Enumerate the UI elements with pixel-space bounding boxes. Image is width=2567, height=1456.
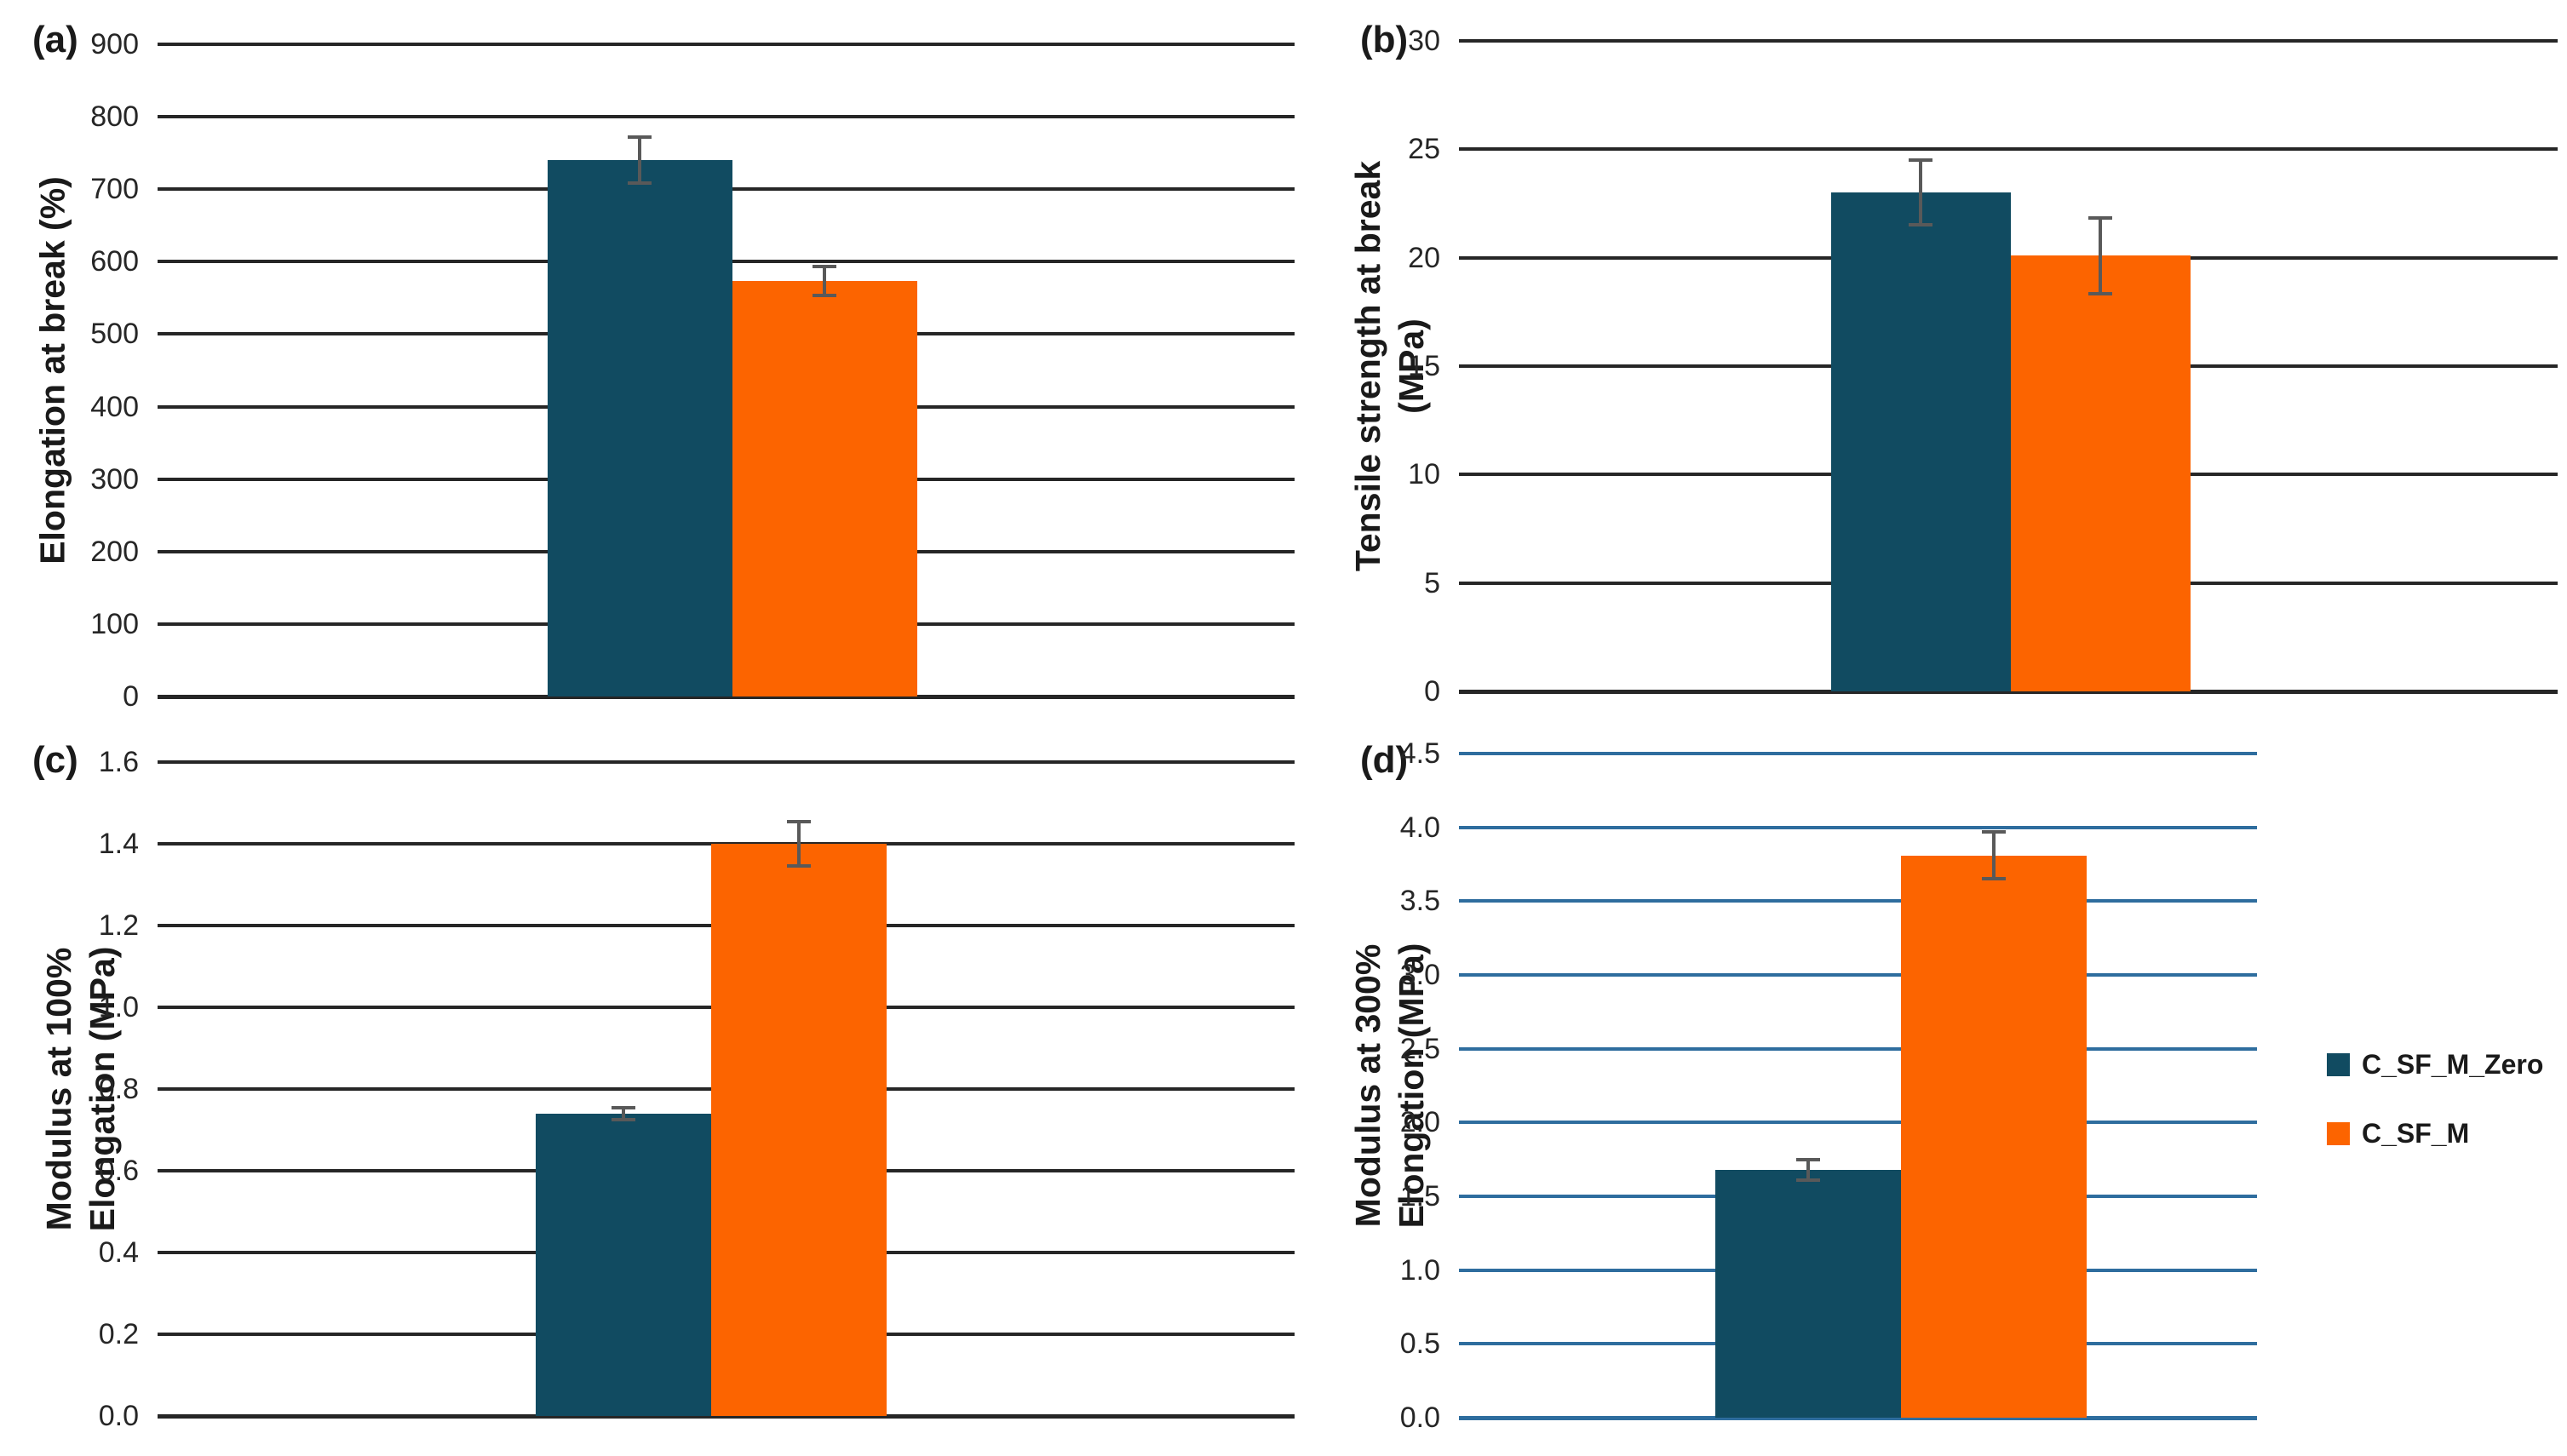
error-bar-cap bbox=[2088, 215, 2113, 220]
gridline bbox=[1459, 1046, 2257, 1051]
y-tick-label: 400 bbox=[90, 390, 139, 423]
panel-a-letter: (a) bbox=[32, 19, 78, 60]
legend-marker-c-sf-m-zero bbox=[2327, 1053, 2350, 1076]
gridline bbox=[1459, 39, 2558, 43]
y-tick-label: 500 bbox=[90, 318, 139, 351]
y-tick-label: 3.0 bbox=[1399, 959, 1440, 991]
y-tick-label: 1.0 bbox=[1399, 1253, 1440, 1287]
y-tick-label: 0.4 bbox=[98, 1236, 139, 1269]
y-tick-label: 200 bbox=[90, 535, 139, 568]
y-tick-label: 0.8 bbox=[98, 1073, 139, 1105]
y-tick-label: 800 bbox=[90, 100, 139, 134]
y-tick-label: 0.0 bbox=[1399, 1402, 1440, 1434]
y-tick-label: 25 bbox=[1408, 133, 1440, 166]
gridline bbox=[1459, 825, 2257, 829]
legend-label: C_SF_M bbox=[2362, 1118, 2470, 1149]
error-bar-cap bbox=[612, 1105, 636, 1109]
y-tick-label: 600 bbox=[90, 245, 139, 278]
y-tick-label: 0.6 bbox=[98, 1155, 139, 1187]
panel-a-y-axis-title: Elongation at break (%) bbox=[32, 176, 72, 565]
y-tick-label: 30 bbox=[1408, 25, 1440, 57]
error-bar-cap bbox=[1982, 829, 2007, 834]
y-tick-label: 100 bbox=[90, 607, 139, 640]
y-tick-label: 700 bbox=[90, 173, 139, 206]
error-bar-line bbox=[622, 1107, 626, 1120]
bar-c-sf-m-zero bbox=[1715, 1169, 1902, 1418]
y-tick-label: 3.5 bbox=[1399, 885, 1440, 918]
legend-item: C_SF_M_Zero bbox=[2327, 1049, 2543, 1081]
error-bar-line bbox=[823, 267, 827, 296]
bar-c-sf-m bbox=[1901, 855, 2087, 1418]
panel-c-letter: (c) bbox=[32, 739, 78, 781]
error-bar-cap bbox=[813, 294, 837, 298]
bar-c-sf-m-zero bbox=[536, 1113, 712, 1416]
error-bar-line bbox=[638, 136, 642, 184]
y-tick-label: 300 bbox=[90, 462, 139, 496]
y-tick-label: 0.2 bbox=[98, 1318, 139, 1350]
y-tick-label: 0.5 bbox=[1399, 1327, 1440, 1361]
y-tick-label: 1.6 bbox=[98, 746, 139, 778]
y-tick-label: 20 bbox=[1408, 241, 1440, 274]
panel-d-letter: (d) bbox=[1360, 739, 1409, 781]
error-bar-cap bbox=[612, 1118, 636, 1121]
y-tick-label: 2.0 bbox=[1399, 1106, 1440, 1139]
bar-c-sf-m-zero bbox=[1830, 192, 2011, 691]
y-tick-label: 4.0 bbox=[1399, 811, 1440, 844]
error-bar-cap bbox=[787, 864, 812, 868]
y-tick-label: 5 bbox=[1424, 566, 1440, 599]
bar-c-sf-m bbox=[711, 844, 887, 1416]
error-bar-cap bbox=[1909, 158, 1933, 163]
gridline bbox=[1459, 752, 2257, 755]
error-bar-line bbox=[1992, 831, 1996, 880]
error-bar-line bbox=[1919, 160, 1923, 226]
error-bar-line bbox=[2099, 217, 2103, 294]
error-bar-cap bbox=[1796, 1157, 1821, 1161]
error-bar-cap bbox=[1909, 223, 1933, 227]
error-bar-cap bbox=[787, 819, 812, 823]
y-tick-label: 900 bbox=[90, 28, 139, 60]
y-tick-label: 0 bbox=[123, 680, 139, 713]
gridline bbox=[158, 115, 1295, 119]
error-bar-line bbox=[1806, 1159, 1811, 1180]
y-tick-label: 1.5 bbox=[1399, 1180, 1440, 1212]
error-bar-cap bbox=[1796, 1178, 1821, 1182]
gridline bbox=[1459, 147, 2558, 152]
gridline bbox=[1459, 1121, 2257, 1125]
y-tick-label: 15 bbox=[1408, 350, 1440, 382]
bar-c-sf-m bbox=[2010, 255, 2191, 691]
y-tick-label: 1.2 bbox=[98, 909, 139, 942]
gridline bbox=[158, 760, 1295, 764]
legend: C_SF_M_Zero C_SF_M bbox=[2327, 1049, 2543, 1187]
legend-item: C_SF_M bbox=[2327, 1118, 2543, 1149]
error-bar-cap bbox=[1982, 877, 2007, 881]
legend-label: C_SF_M_Zero bbox=[2362, 1049, 2544, 1080]
bar-c-sf-m-zero bbox=[547, 160, 732, 696]
error-bar-cap bbox=[813, 265, 837, 269]
y-tick-label: 4.5 bbox=[1399, 737, 1440, 770]
bar-c-sf-m bbox=[732, 281, 917, 696]
x-axis-line bbox=[1459, 1416, 2257, 1420]
gridline bbox=[158, 43, 1295, 46]
x-axis-line bbox=[158, 695, 1295, 699]
y-tick-label: 0 bbox=[1424, 675, 1440, 708]
error-bar-cap bbox=[2088, 291, 2113, 295]
y-tick-label: 2.5 bbox=[1399, 1032, 1440, 1065]
y-tick-label: 1.0 bbox=[98, 991, 139, 1023]
error-bar-cap bbox=[628, 135, 652, 139]
y-tick-label: 10 bbox=[1408, 458, 1440, 491]
panel-b-letter: (b) bbox=[1360, 19, 1409, 60]
x-axis-line bbox=[1459, 690, 2558, 694]
y-tick-label: 0.0 bbox=[98, 1400, 139, 1432]
x-axis-line bbox=[158, 1414, 1295, 1419]
gridline bbox=[1459, 973, 2257, 977]
error-bar-line bbox=[797, 821, 801, 867]
y-tick-label: 1.4 bbox=[98, 828, 139, 860]
gridline bbox=[1459, 899, 2257, 903]
error-bar-cap bbox=[628, 181, 652, 186]
legend-marker-c-sf-m bbox=[2327, 1122, 2350, 1145]
